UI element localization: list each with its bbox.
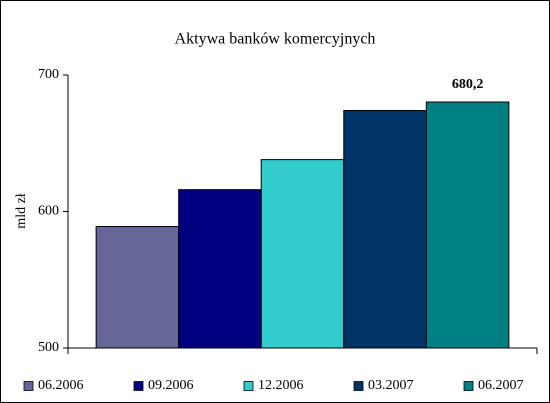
y-axis-label: mld zł [14, 193, 29, 228]
bar [425, 101, 510, 349]
chart-title: Aktywa banków komercyjnych [175, 31, 376, 48]
legend-swatch [463, 381, 474, 391]
legend-swatch [243, 381, 254, 391]
legend-swatch [23, 381, 34, 391]
legend-label: 12.2006 [258, 378, 304, 393]
y-tick-label: 700 [38, 67, 59, 82]
bar [95, 226, 180, 349]
y-tick-label: 500 [38, 340, 59, 355]
legend-label: 06.2006 [38, 378, 84, 393]
legend-swatch [353, 381, 364, 391]
y-tick-label: 600 [38, 204, 59, 219]
legend-swatch [133, 381, 144, 391]
bar [343, 109, 427, 349]
data-label: 680,2 [452, 77, 484, 92]
bar [178, 189, 262, 349]
legend-label: 06.2007 [478, 378, 524, 393]
legend-label: 09.2006 [148, 378, 194, 393]
legend-label: 03.2007 [368, 378, 414, 393]
bar [260, 159, 345, 349]
